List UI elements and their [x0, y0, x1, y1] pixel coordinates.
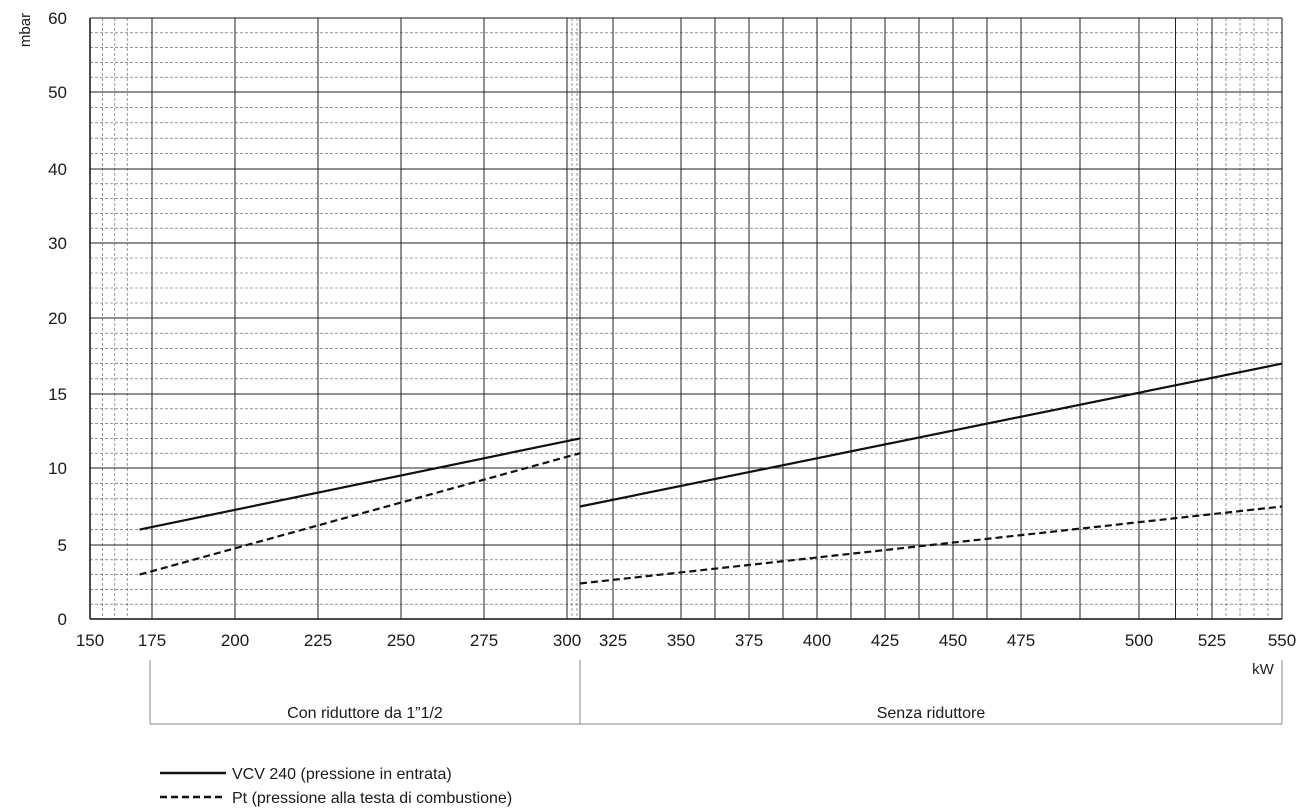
y-tick-label: 0 [58, 610, 67, 629]
x-tick-label: 400 [803, 631, 831, 650]
y-tick-labels: 0 5 10 15 20 30 40 50 60 [48, 9, 67, 629]
series-lines [139, 362, 1283, 585]
x-tick-label: 275 [470, 631, 498, 650]
x-tick-label: 350 [667, 631, 695, 650]
x-tick-labels: 150 175 200 225 250 275 300 325 350 375 400 425 450 4… [76, 631, 1296, 650]
x-tick-label: 325 [599, 631, 627, 650]
x-tick-label: 475 [1007, 631, 1035, 650]
y-tick-label: 60 [48, 9, 67, 28]
x-axis-label: kW [1252, 661, 1275, 678]
y-tick-label: 40 [48, 160, 67, 179]
series-line-vcv240 [139, 437, 581, 531]
x-tick-label: 500 [1125, 631, 1153, 650]
y-tick-label: 15 [48, 385, 67, 404]
y-tick-label: 20 [48, 309, 67, 328]
legend-entry-vcv240: VCV 240 (pressione in entrata) [232, 766, 452, 783]
axis-frame [89, 17, 1283, 620]
x-tick-label: 375 [735, 631, 763, 650]
x-tick-label: 425 [871, 631, 899, 650]
series-line-pt [139, 452, 581, 576]
x-tick-label: 150 [76, 631, 104, 650]
y-axis-label: mbar [17, 13, 34, 47]
x-tick-label: 175 [138, 631, 166, 650]
y-tick-label: 5 [58, 536, 67, 555]
series-line-vcv240 [579, 362, 1283, 508]
range-label: Con riduttore da 1”1/2 [287, 705, 443, 722]
x-tick-label: 200 [221, 631, 249, 650]
range-brackets: Con riduttore da 1”1/2 Senza riduttore [149, 660, 1283, 725]
x-tick-label: 550 [1268, 631, 1296, 650]
x-tick-label: 525 [1198, 631, 1226, 650]
series-line-pt [579, 505, 1283, 585]
x-tick-label: 450 [939, 631, 967, 650]
legend: VCV 240 (pressione in entrata) Pt (press… [160, 766, 512, 807]
y-tick-label: 10 [48, 459, 67, 478]
y-tick-label: 50 [48, 83, 67, 102]
range-label: Senza riduttore [877, 705, 986, 722]
y-tick-label: 30 [48, 234, 67, 253]
x-tick-label: 225 [304, 631, 332, 650]
x-tick-label: 250 [387, 631, 415, 650]
legend-entry-pt: Pt (pressione alla testa di combustione) [232, 790, 512, 807]
x-tick-label: 300 [553, 631, 581, 650]
grid-major [90, 18, 1282, 619]
